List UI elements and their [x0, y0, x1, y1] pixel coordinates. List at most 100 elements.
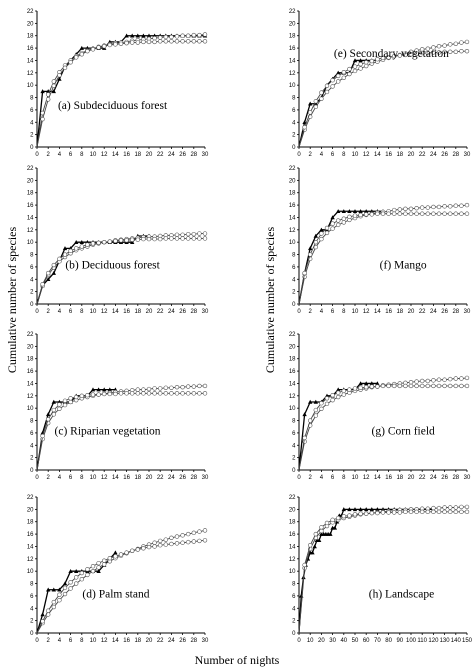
data-point	[79, 239, 84, 244]
data-point	[364, 63, 369, 69]
data-point	[46, 412, 51, 417]
data-point	[358, 385, 363, 390]
x-tick-label: 26	[441, 309, 448, 315]
data-point	[375, 211, 380, 216]
x-tick-label: 10	[352, 475, 359, 481]
data-point	[369, 212, 374, 217]
data-point	[330, 397, 335, 403]
data-point	[408, 509, 414, 515]
data-point	[158, 39, 163, 44]
data-point	[403, 383, 408, 389]
x-tick-label: 70	[374, 638, 381, 644]
data-point	[330, 215, 335, 220]
x-tick-label: 24	[430, 309, 437, 315]
y-tick-label: 18	[27, 34, 34, 40]
data-point	[319, 227, 324, 232]
series-line	[298, 506, 467, 634]
data-point	[68, 568, 73, 573]
y-tick-label: 4	[292, 443, 296, 449]
x-tick-label: 6	[69, 475, 73, 481]
x-tick-label: 2	[47, 475, 51, 481]
panel-title: (h) Landscape	[369, 589, 434, 601]
y-axis-label: Cumulative number of species	[5, 227, 19, 374]
data-point	[302, 125, 307, 130]
y-tick-label: 22	[27, 495, 34, 501]
data-point	[163, 39, 169, 44]
data-point	[420, 211, 425, 216]
data-point	[118, 41, 124, 46]
data-point	[51, 270, 56, 275]
data-point	[431, 45, 436, 50]
data-point	[324, 520, 330, 526]
data-point	[358, 58, 363, 63]
x-tick-label: 2	[47, 152, 51, 158]
y-tick-label: 20	[289, 178, 296, 184]
data-point	[431, 50, 436, 55]
data-point	[96, 392, 101, 397]
data-point	[62, 252, 68, 257]
data-point	[319, 528, 324, 534]
data-point	[386, 383, 391, 389]
data-point	[324, 230, 330, 236]
y-tick-label: 12	[289, 71, 296, 77]
data-point	[135, 547, 141, 552]
data-point	[73, 246, 79, 251]
data-point	[319, 401, 324, 406]
y-tick-label: 2	[30, 456, 34, 462]
x-tick-label: 30	[202, 638, 209, 644]
data-point	[174, 34, 180, 39]
x-tick-label: 130	[440, 638, 451, 644]
data-point	[130, 40, 135, 45]
data-point	[186, 391, 191, 396]
y-tick-label: 20	[27, 21, 34, 27]
x-tick-label: 150	[462, 638, 473, 644]
data-point	[436, 204, 442, 210]
data-point	[347, 66, 352, 72]
data-point	[420, 205, 425, 210]
y-tick-label: 12	[289, 557, 296, 563]
y-tick-label: 6	[30, 265, 34, 271]
x-tick-label: 30	[202, 152, 209, 158]
data-point	[442, 383, 447, 389]
data-point	[158, 391, 163, 396]
y-tick-label: 22	[289, 495, 296, 501]
data-point	[62, 585, 68, 591]
data-point	[186, 539, 191, 545]
data-point	[197, 39, 202, 44]
data-point	[302, 435, 307, 441]
data-point	[352, 386, 358, 391]
panel-title: (f) Mango	[380, 260, 427, 272]
data-point	[330, 84, 335, 89]
y-tick-label: 8	[30, 582, 34, 588]
data-point	[163, 236, 169, 241]
x-tick-label: 30	[202, 475, 209, 481]
x-tick-label: 10	[307, 638, 314, 644]
data-point	[347, 513, 352, 518]
x-tick-label: 18	[134, 309, 141, 315]
y-tick-label: 4	[292, 120, 296, 126]
data-point	[186, 33, 191, 38]
data-point	[308, 246, 313, 251]
x-tick-label: 80	[385, 638, 392, 644]
data-point	[453, 211, 458, 216]
data-point	[408, 380, 414, 385]
y-tick-label: 20	[289, 344, 296, 350]
x-tick-label: 100	[406, 638, 417, 644]
data-point	[62, 246, 68, 251]
panel-title: (b) Deciduous forest	[65, 260, 160, 272]
data-point	[130, 548, 135, 553]
data-point	[425, 50, 430, 56]
x-tick-label: 12	[363, 152, 370, 158]
data-point	[51, 262, 56, 268]
y-tick-label: 0	[30, 631, 34, 637]
x-tick-label: 4	[58, 152, 62, 158]
y-tick-label: 8	[30, 253, 34, 259]
data-point	[202, 383, 208, 389]
data-point	[197, 383, 202, 389]
data-point	[68, 60, 73, 65]
data-point	[392, 53, 397, 59]
data-point	[453, 203, 458, 208]
data-point	[152, 236, 157, 242]
data-point	[330, 393, 335, 398]
